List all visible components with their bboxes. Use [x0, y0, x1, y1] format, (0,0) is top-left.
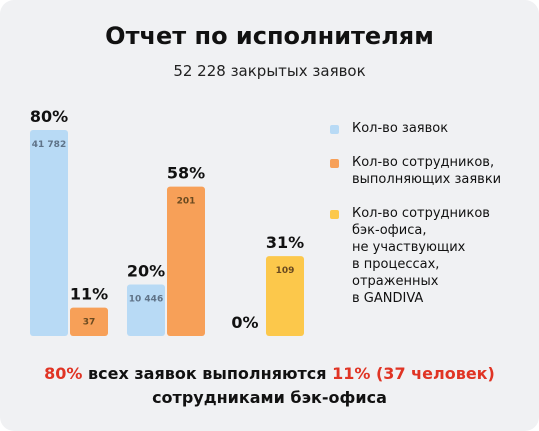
- legend-item-backoffice: Кол-во сотрудников бэк-офиса, не участву…: [330, 205, 535, 307]
- legend-label-employees: Кол-во сотрудников, выполняющих заявки: [352, 155, 502, 187]
- summary-line-2: сотрудниками бэк-офиса: [152, 388, 387, 407]
- legend-item-requests: Кол-во заявок: [330, 120, 535, 137]
- bar-1-0: [127, 284, 165, 336]
- legend-swatch-employees: [330, 159, 339, 168]
- bar-2-1: [266, 256, 304, 336]
- summary-footer: 80% всех заявок выполняются 11% (37 чело…: [0, 362, 539, 410]
- bar-count-label: 41 782: [32, 140, 66, 150]
- bar-count-label: 10 446: [129, 295, 163, 305]
- chart-legend: Кол-во заявок Кол-во сотрудников, выполн…: [330, 120, 535, 324]
- legend-swatch-backoffice: [330, 210, 339, 219]
- bar-count-label: 109: [276, 266, 295, 276]
- bar-percent-label: 20%: [127, 262, 165, 281]
- summary-line-1: 80% всех заявок выполняются 11% (37 чело…: [0, 362, 539, 386]
- bar-percent-label: 31%: [266, 233, 304, 252]
- bar-0-1: [70, 307, 108, 336]
- bar-percent-label: 11%: [70, 285, 108, 304]
- legend-label-backoffice: Кол-во сотрудников бэк-офиса, не участву…: [352, 206, 490, 306]
- bar-0-0: [30, 130, 68, 336]
- bar-count-label: 201: [177, 197, 196, 207]
- bar-count-label: 37: [83, 318, 96, 328]
- legend-item-employees: Кол-во сотрудников, выполняющих заявки: [330, 154, 535, 188]
- summary-percent: 80%: [44, 364, 83, 383]
- chart-title: Отчет по исполнителям: [105, 22, 434, 50]
- bar-percent-label: 58%: [167, 164, 205, 183]
- legend-label-requests: Кол-во заявок: [352, 121, 449, 136]
- summary-highlight: 11% (37 человек): [332, 364, 495, 383]
- summary-middle-text: всех заявок выполняются: [82, 364, 333, 383]
- bar-percent-label: 0%: [231, 313, 258, 332]
- bar-1-1: [167, 186, 205, 336]
- legend-swatch-requests: [330, 125, 339, 134]
- bar-percent-label: 80%: [30, 107, 68, 126]
- chart-subtitle: 52 228 закрытых заявок: [173, 62, 366, 80]
